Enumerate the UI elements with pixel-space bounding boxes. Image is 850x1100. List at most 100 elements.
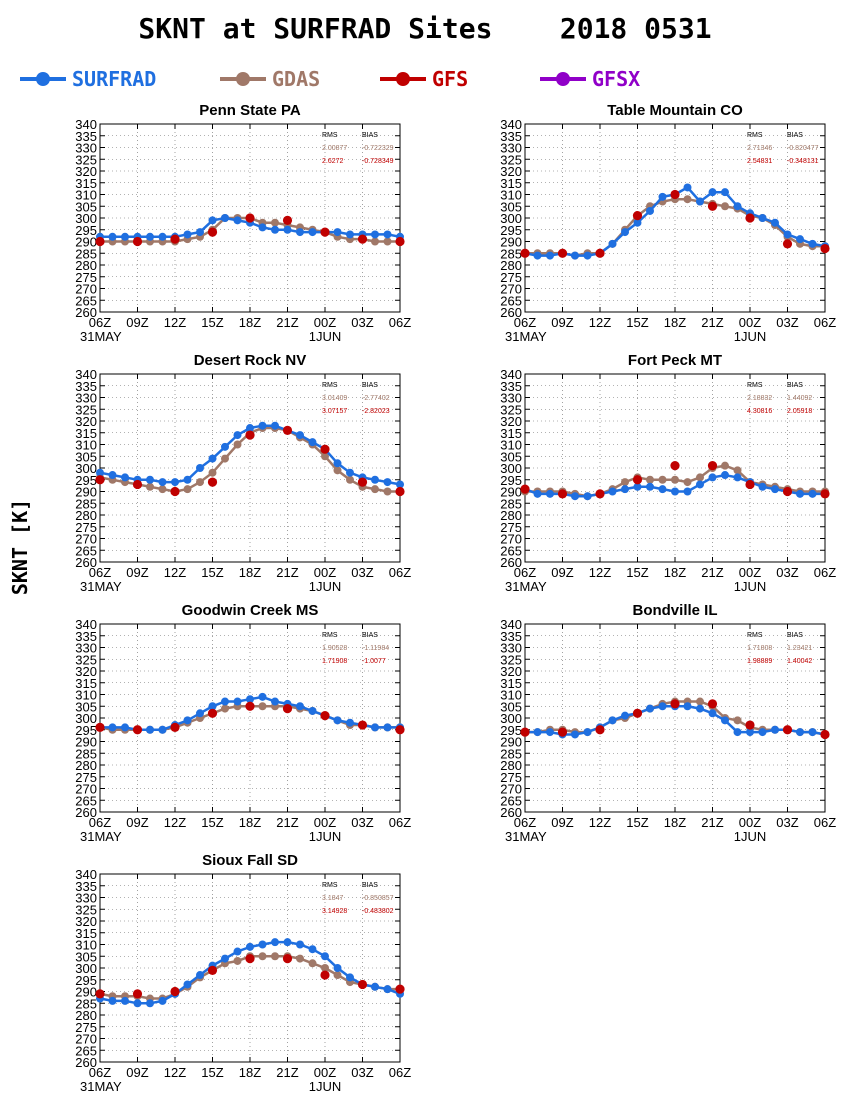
y-tick-label: 280	[500, 258, 522, 273]
point-surfrad	[371, 475, 379, 484]
x-tick-label: 09Z	[126, 565, 148, 580]
x-tick-label: 03Z	[776, 565, 798, 580]
x-tick-label: 12Z	[589, 315, 611, 330]
point-gfs	[132, 989, 143, 999]
y-tick-label: 290	[500, 735, 522, 750]
x-tick-label: 15Z	[201, 315, 223, 330]
point-surfrad	[783, 230, 792, 239]
y-tick-label: 315	[75, 926, 97, 941]
y-tick-label: 330	[75, 891, 97, 906]
point-gfs	[170, 986, 180, 997]
y-tick-label: 305	[75, 199, 97, 214]
date-label: 1JUN	[309, 1079, 342, 1094]
stats-bias-gfs: 1.40042	[787, 658, 812, 665]
y-tick-label: 310	[75, 438, 97, 453]
point-gdas	[321, 452, 329, 461]
y-tick-label: 310	[75, 938, 97, 953]
point-surfrad	[346, 468, 354, 477]
stats-bias-gdas: 1.44092	[787, 395, 812, 402]
point-gfs	[95, 989, 105, 999]
legend-label-gdas: GDAS	[272, 67, 321, 91]
point-gfs	[782, 239, 793, 249]
point-surfrad	[371, 723, 379, 732]
point-gdas	[233, 440, 242, 449]
point-gfs	[670, 189, 680, 200]
x-tick-label: 09Z	[551, 565, 573, 580]
point-surfrad	[208, 454, 217, 463]
point-surfrad	[183, 716, 192, 725]
x-tick-label: 06Z	[814, 315, 836, 330]
legend-swatch-gfs	[380, 72, 426, 86]
point-surfrad	[333, 228, 342, 237]
point-surfrad	[646, 206, 654, 215]
point-gdas	[346, 475, 354, 484]
y-tick-label: 265	[500, 293, 522, 308]
y-tick-label: 335	[75, 879, 97, 894]
x-tick-label: 12Z	[164, 1065, 186, 1080]
y-tick-label: 280	[500, 508, 522, 523]
point-surfrad	[758, 214, 767, 222]
y-tick-label: 335	[500, 379, 522, 394]
y-tick-label: 305	[75, 949, 97, 964]
point-surfrad	[733, 473, 742, 482]
point-surfrad	[796, 489, 804, 498]
y-tick-label: 290	[75, 985, 97, 1000]
point-surfrad	[146, 475, 154, 484]
point-gfs	[395, 486, 405, 497]
point-gfs	[782, 486, 793, 497]
y-tick-label: 295	[500, 723, 522, 738]
point-surfrad	[733, 202, 742, 211]
point-surfrad	[108, 723, 117, 732]
y-tick-label: 310	[500, 188, 522, 203]
y-tick-label: 300	[500, 711, 522, 726]
y-tick-label: 335	[500, 629, 522, 644]
y-tick-label: 275	[500, 270, 522, 285]
x-tick-label: 00Z	[314, 1065, 336, 1080]
point-gfs	[170, 722, 180, 733]
point-surfrad	[133, 999, 142, 1008]
point-gfs	[357, 979, 368, 990]
y-tick-label: 285	[75, 746, 97, 761]
x-tick-label: 15Z	[626, 315, 648, 330]
point-gdas	[696, 473, 704, 482]
point-surfrad	[258, 940, 267, 949]
point-gdas	[183, 485, 192, 494]
legend-label-gfs: GFS	[432, 67, 469, 91]
stats-bias-gfs: -2.82023	[362, 408, 390, 415]
point-surfrad	[721, 471, 729, 480]
chart-title: Fort Peck MT	[628, 352, 722, 369]
y-tick-label: 340	[500, 367, 522, 382]
point-gdas	[271, 952, 279, 961]
point-gfs	[395, 725, 405, 735]
point-surfrad	[808, 489, 817, 498]
date-label: 1JUN	[734, 579, 767, 594]
y-tick-label: 305	[75, 449, 97, 464]
date-label: 31MAY	[505, 579, 547, 594]
y-tick-label: 265	[75, 293, 97, 308]
y-tick-label: 325	[75, 652, 97, 667]
point-surfrad	[683, 702, 692, 711]
point-surfrad	[158, 478, 167, 487]
point-gfs	[207, 227, 218, 237]
y-tick-label: 335	[75, 629, 97, 644]
point-surfrad	[396, 480, 404, 489]
point-surfrad	[183, 475, 192, 484]
point-gfs	[95, 722, 105, 733]
chart-title: Penn State PA	[199, 102, 301, 119]
x-tick-label: 18Z	[239, 565, 261, 580]
y-tick-label: 330	[500, 391, 522, 406]
y-tick-label: 285	[500, 496, 522, 511]
point-gdas	[258, 952, 267, 961]
point-gfs	[595, 725, 605, 735]
y-tick-label: 260	[500, 305, 522, 320]
y-tick-label: 325	[500, 152, 522, 167]
y-tick-label: 315	[500, 676, 522, 691]
point-surfrad	[583, 728, 592, 737]
point-surfrad	[346, 718, 354, 727]
y-tick-label: 290	[75, 235, 97, 250]
x-tick-label: 12Z	[164, 565, 186, 580]
point-surfrad	[796, 728, 804, 737]
legend-item-gfsx: GFSX	[538, 62, 640, 96]
y-tick-label: 295	[500, 223, 522, 238]
x-tick-label: 21Z	[701, 815, 723, 830]
